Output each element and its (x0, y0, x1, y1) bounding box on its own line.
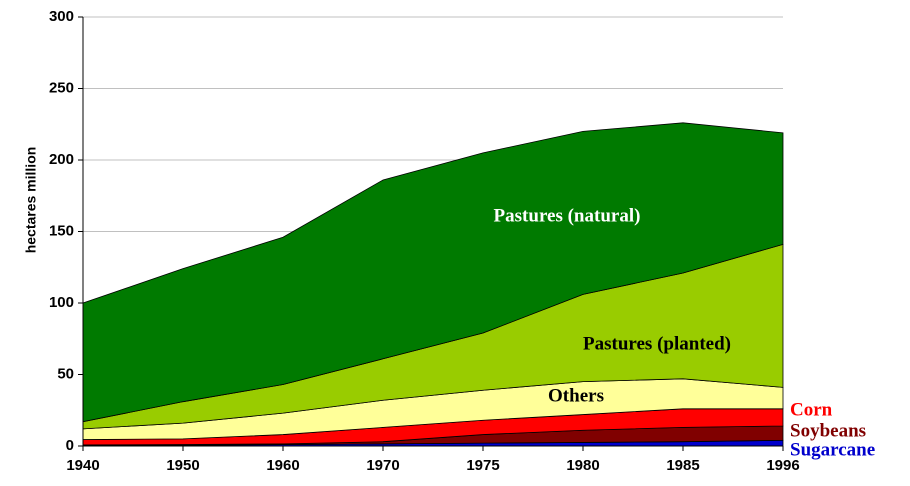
y-tick-label: 0 (66, 437, 74, 454)
x-tick-label: 1940 (66, 457, 99, 474)
x-tick-label: 1975 (466, 457, 499, 474)
x-tick-label: 1985 (666, 457, 699, 474)
series-label: Pastures (natural) (494, 205, 641, 226)
y-tick-label: 200 (49, 151, 74, 168)
x-tick-label: 1950 (166, 457, 199, 474)
y-tick-label: 300 (49, 8, 74, 25)
series-label: Pastures (planted) (583, 333, 731, 354)
x-tick-label: 1980 (566, 457, 599, 474)
y-tick-label: 50 (57, 365, 74, 382)
area (82, 122, 784, 423)
x-tick-label: 1970 (366, 457, 399, 474)
y-tick-label: 250 (49, 79, 74, 96)
series-label: Corn (790, 399, 833, 420)
y-axis-label: hectares million (23, 147, 39, 254)
y-tick-label: 150 (49, 222, 74, 239)
x-tick-label: 1960 (266, 457, 299, 474)
x-tick-label: 1996 (766, 457, 799, 474)
series-label: Soybeans (790, 420, 866, 441)
series-label: Sugarcane (790, 439, 875, 460)
y-tick-label: 100 (49, 294, 74, 311)
series-label: Others (548, 385, 604, 406)
